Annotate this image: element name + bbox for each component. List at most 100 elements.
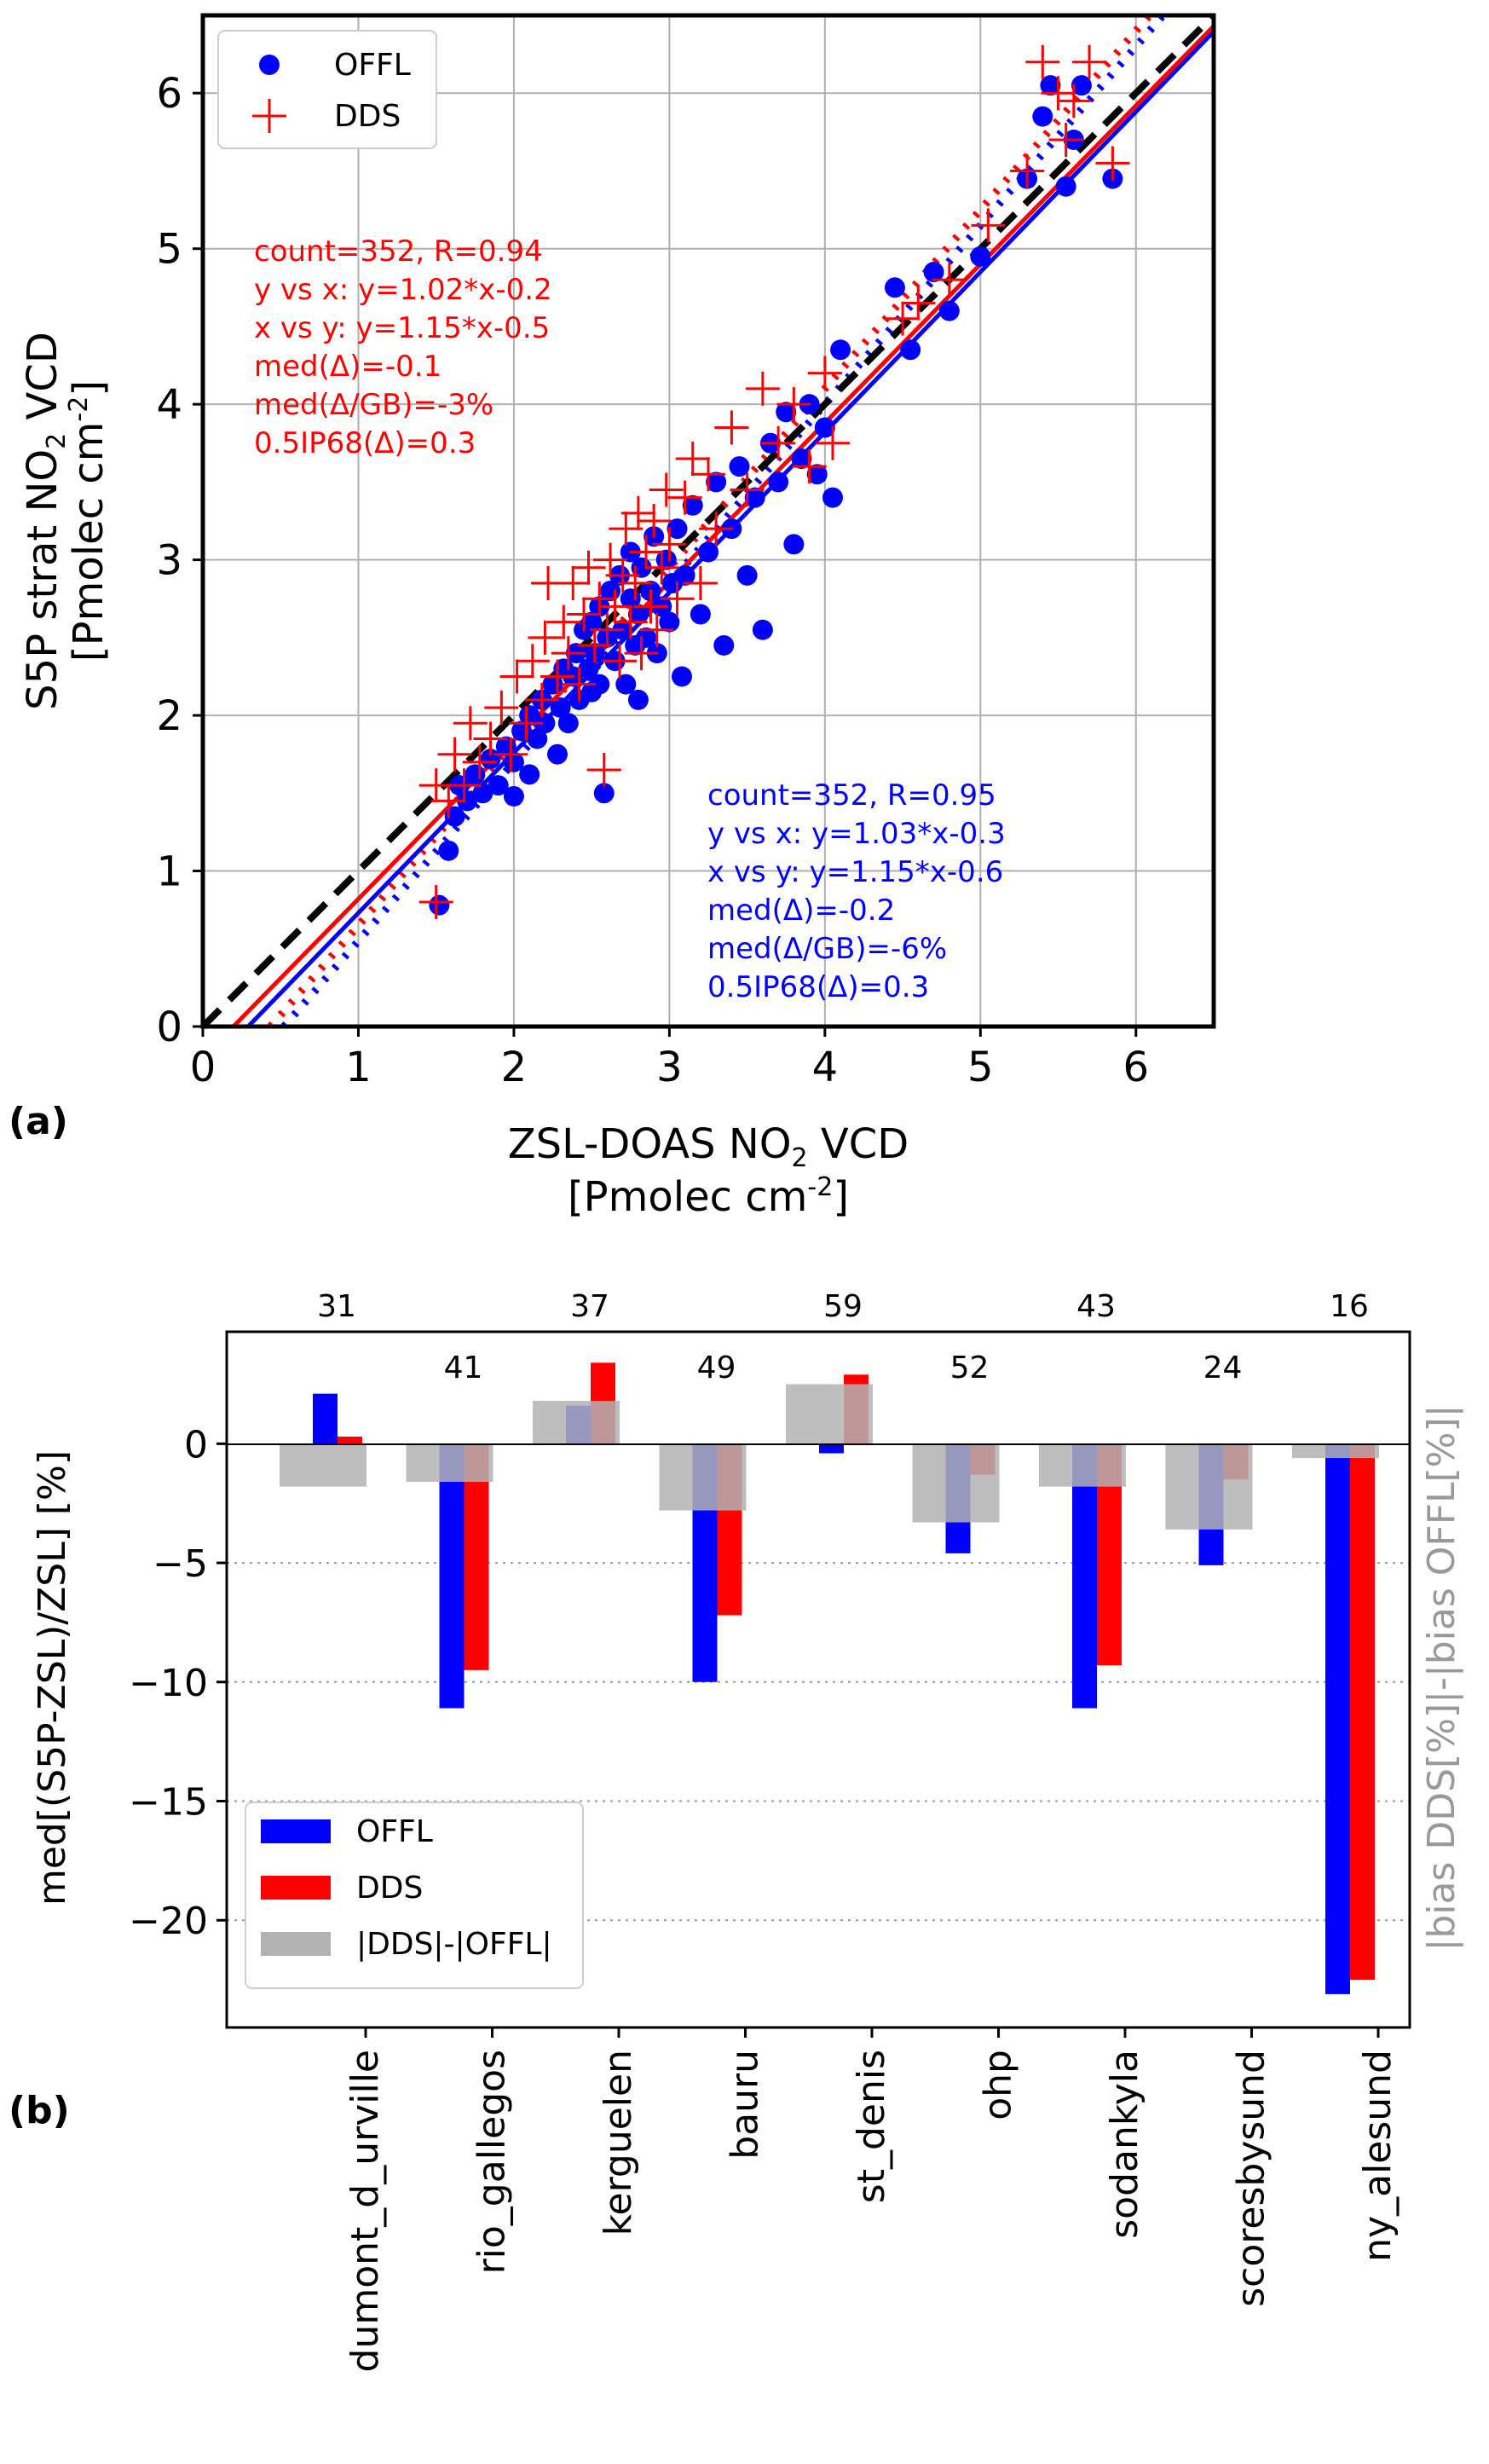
dds-point bbox=[971, 208, 1006, 243]
offl-point bbox=[519, 764, 540, 785]
dds-point bbox=[714, 410, 749, 445]
category-label: bauru bbox=[724, 2050, 767, 2160]
offl-point bbox=[752, 619, 773, 640]
annotation-dds-line: count=352, R=0.94 bbox=[254, 234, 543, 269]
annotation-offl-stats: count=352, R=0.95 y vs x: y=1.03*x-0.3 x… bbox=[707, 778, 1006, 1004]
x-tick-label: 2 bbox=[501, 1044, 528, 1091]
station-count: 41 bbox=[444, 1351, 483, 1385]
y-tick-label: −15 bbox=[129, 1781, 208, 1825]
station-count: 16 bbox=[1330, 1289, 1369, 1324]
dds-point bbox=[886, 301, 921, 336]
offl-point bbox=[438, 840, 459, 861]
dds-point bbox=[691, 457, 725, 492]
dds-point bbox=[582, 581, 617, 616]
dds-point bbox=[815, 425, 850, 460]
category-label: rio_gallegos bbox=[470, 2050, 514, 2274]
dds-point bbox=[633, 589, 668, 624]
offl-point bbox=[1055, 176, 1076, 197]
one-to-one-line bbox=[200, 13, 1216, 1029]
offl-point bbox=[488, 775, 509, 796]
bar-diff bbox=[533, 1401, 620, 1444]
dds-point bbox=[437, 737, 472, 772]
offl-point bbox=[1040, 75, 1061, 96]
y-tick-label: 0 bbox=[156, 1004, 182, 1051]
category-label: ny_alesund bbox=[1356, 2050, 1400, 2262]
offl-point bbox=[806, 464, 828, 485]
y-tick-label: 1 bbox=[156, 848, 182, 896]
dds-point bbox=[675, 442, 710, 477]
dds-point bbox=[597, 589, 632, 624]
legend-offl-label: OFFL bbox=[334, 48, 411, 83]
offl-point bbox=[671, 666, 692, 687]
dds-point bbox=[493, 737, 528, 772]
station-count: 24 bbox=[1203, 1351, 1243, 1385]
dds-point bbox=[1095, 146, 1130, 181]
annotation-dds-line: 0.5IP68(Δ)=0.3 bbox=[254, 426, 476, 460]
panel-a-xlabel: ZSL-DOAS NO2 VCD bbox=[508, 1120, 909, 1173]
x-tick-label: 6 bbox=[1123, 1044, 1149, 1091]
panel-a: 0 1 2 3 4 5 6 0 1 2 3 4 5 6 count=352, R=0.94 y vs x:… bbox=[9, 13, 1216, 1221]
dds-point bbox=[620, 495, 655, 530]
x-tick-label: 5 bbox=[967, 1044, 994, 1091]
offl-point bbox=[970, 246, 991, 267]
dds-point bbox=[652, 527, 687, 562]
offl-point bbox=[690, 604, 711, 625]
offl-point bbox=[472, 783, 493, 804]
category-label: sodankyla bbox=[1103, 2050, 1146, 2239]
annotation-dds-line: med(Δ/GB)=-3% bbox=[254, 388, 493, 422]
dds-point bbox=[901, 286, 936, 321]
offl-point bbox=[776, 402, 797, 423]
dds-point bbox=[761, 425, 796, 460]
annotation-offl-line: count=352, R=0.95 bbox=[707, 778, 996, 813]
offl-point bbox=[674, 564, 695, 586]
panel-b-label: (b) bbox=[9, 2089, 70, 2132]
dds-point bbox=[431, 784, 466, 818]
dds-point bbox=[556, 565, 591, 600]
y-tick-label: −10 bbox=[129, 1662, 208, 1705]
panel-a-legend: OFFL DDS bbox=[217, 30, 437, 149]
y-tick-label: 3 bbox=[156, 537, 182, 585]
offl-point bbox=[1071, 75, 1092, 96]
offl-point bbox=[736, 564, 758, 586]
offl-point bbox=[581, 611, 603, 633]
bar-diff bbox=[786, 1384, 873, 1444]
annotation-dds-stats: count=352, R=0.94 y vs x: y=1.02*x-0.2 x… bbox=[254, 234, 552, 460]
offl-point bbox=[503, 751, 524, 772]
offl-point bbox=[791, 448, 812, 470]
y-tick-label: 0 bbox=[184, 1423, 208, 1466]
legend-offl-swatch bbox=[261, 1819, 331, 1843]
x-tick-label: 4 bbox=[812, 1044, 839, 1091]
dds-point bbox=[524, 682, 559, 717]
legend-diff-swatch bbox=[261, 1932, 331, 1956]
annotation-dds-line: med(Δ)=-0.1 bbox=[254, 350, 442, 384]
offl-point bbox=[589, 674, 610, 695]
panel-b-legend: OFFL DDS |DDS|-|OFFL| bbox=[245, 1802, 584, 1989]
dds-point bbox=[629, 535, 664, 570]
annotation-offl-line: med(Δ/GB)=-6% bbox=[707, 932, 947, 966]
y-tick-label: 6 bbox=[156, 70, 182, 118]
station-count: 31 bbox=[317, 1289, 356, 1324]
offl-point bbox=[900, 339, 921, 361]
category-label: dumont_d_urville bbox=[343, 2050, 387, 2372]
offl-point bbox=[429, 894, 450, 916]
offl-point bbox=[667, 518, 688, 540]
offl-point bbox=[938, 300, 960, 321]
dds-point bbox=[447, 768, 482, 803]
annotation-dds-line: x vs y: y=1.15*x-0.5 bbox=[254, 311, 550, 345]
dds-point bbox=[462, 744, 497, 779]
y-tick-label: −20 bbox=[129, 1900, 208, 1943]
y-tick-label: 5 bbox=[156, 226, 182, 274]
legend-offl-marker bbox=[259, 55, 280, 75]
panel-a-ylabel-unit: [Pmolec cm-2] bbox=[64, 380, 113, 662]
dds-point bbox=[932, 263, 967, 298]
panel-b: 0 −5 −10 −15 −20 dumont_d_urville rio_gallegos… bbox=[9, 1289, 1463, 2372]
dds-point bbox=[1041, 76, 1076, 111]
bar-offl bbox=[819, 1443, 844, 1454]
dds-point bbox=[1025, 44, 1060, 79]
bar-diff bbox=[406, 1443, 493, 1483]
offl-point bbox=[659, 611, 680, 633]
station-count: 43 bbox=[1076, 1289, 1116, 1324]
bar-diff bbox=[1165, 1443, 1253, 1530]
legend-diff-label: |DDS|-|OFFL| bbox=[356, 1927, 552, 1962]
